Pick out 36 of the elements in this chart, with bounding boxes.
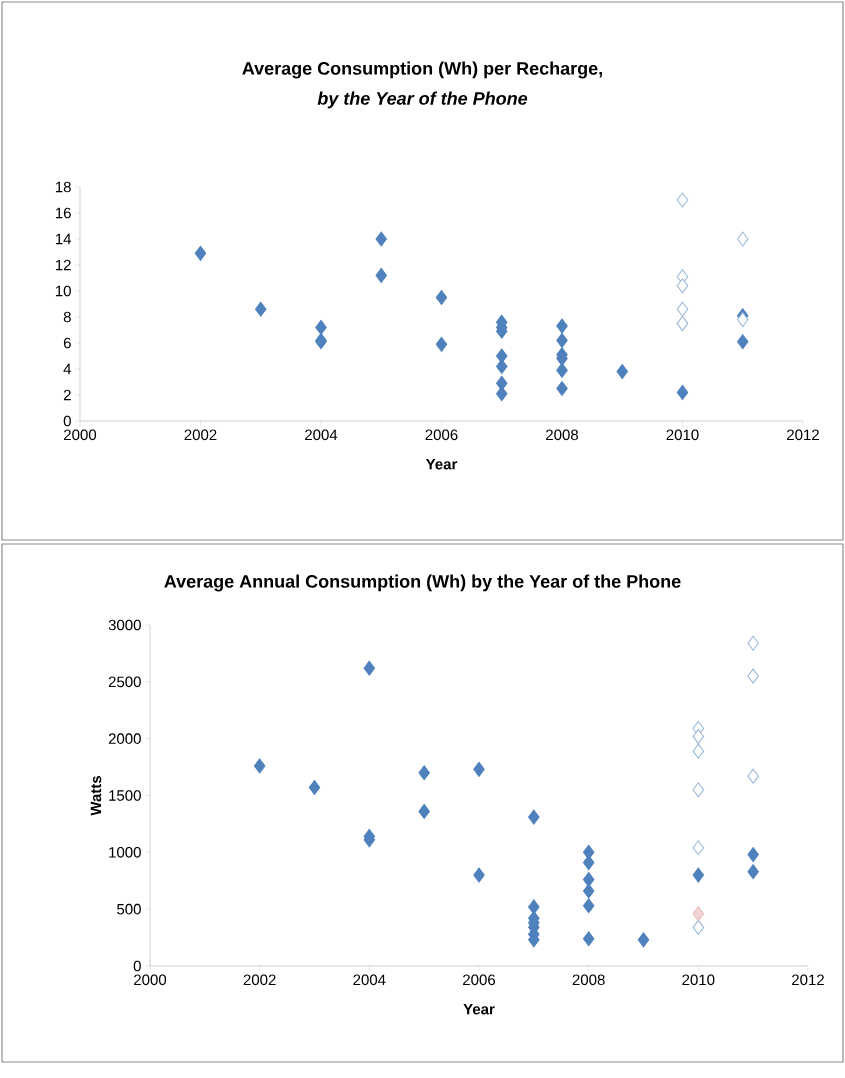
y-tick-label: 2000 xyxy=(108,733,141,744)
y-tick-label: 12 xyxy=(55,259,71,271)
x-axis-title: Year xyxy=(463,1004,495,1015)
y-tick-label: 10 xyxy=(55,285,71,297)
x-tick-label: 2012 xyxy=(787,429,819,441)
y-tick-label: 14 xyxy=(55,233,72,245)
x-tick-label: 2006 xyxy=(425,429,458,441)
y-tick-label: 2 xyxy=(63,389,71,401)
y-tick-label: 4 xyxy=(63,363,72,375)
x-tick-label: 2008 xyxy=(546,429,579,441)
x-tick-label: 2010 xyxy=(666,429,699,441)
y-tick-label: 1500 xyxy=(109,790,141,801)
chart-title: Average Consumption (Wh) per Recharge, xyxy=(242,61,602,79)
x-axis-title: Year xyxy=(425,459,458,470)
x-tick-label: 2010 xyxy=(682,974,715,986)
y-tick-label: 6 xyxy=(63,337,71,349)
y-tick-label: 1000 xyxy=(109,847,141,858)
x-tick-label: 2002 xyxy=(243,974,276,986)
x-tick-label: 2002 xyxy=(184,429,217,441)
x-tick-label: 2006 xyxy=(463,974,496,986)
y-tick-label: 18 xyxy=(55,181,71,193)
x-tick-label: 2000 xyxy=(134,974,167,986)
chart-subtitle: by the Year of the Phone xyxy=(317,91,528,109)
x-tick-label: 2004 xyxy=(305,429,338,441)
y-tick-label: 0 xyxy=(63,415,71,427)
chart-title: Average Annual Consumption (Wh) by the Year of the Phone xyxy=(164,574,681,592)
y-tick-label: 500 xyxy=(117,903,141,915)
y-axis-title: Watts xyxy=(90,775,102,816)
y-tick-label: 0 xyxy=(133,960,141,972)
x-tick-label: 2012 xyxy=(792,974,824,986)
y-tick-label: 16 xyxy=(55,207,71,219)
y-tick-label: 3000 xyxy=(108,619,141,631)
x-tick-label: 2004 xyxy=(353,974,386,986)
y-tick-label: 2500 xyxy=(108,676,141,688)
x-tick-label: 2008 xyxy=(572,974,605,986)
y-tick-label: 8 xyxy=(63,311,71,323)
